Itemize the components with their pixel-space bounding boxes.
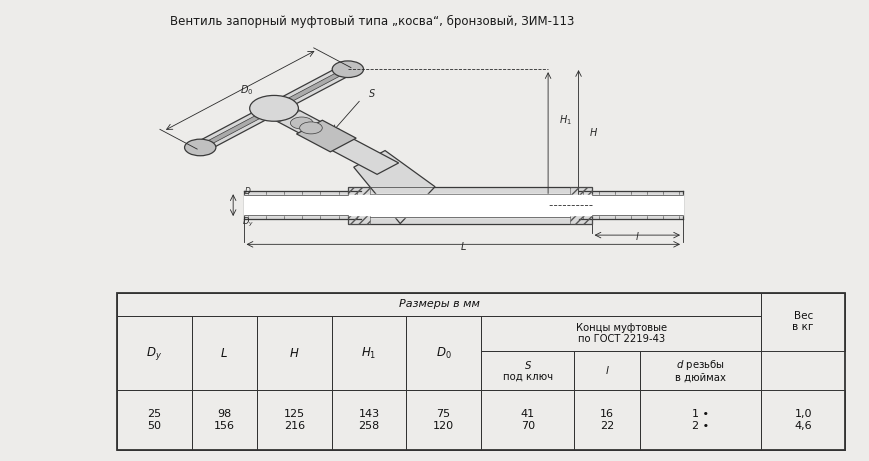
Bar bbox=[406, 316, 481, 390]
Text: $H_1$: $H_1$ bbox=[558, 113, 571, 127]
FancyBboxPatch shape bbox=[348, 187, 591, 224]
Bar bbox=[574, 390, 639, 449]
Text: $S$
под ключ: $S$ под ключ bbox=[502, 359, 552, 382]
Bar bbox=[331, 390, 406, 449]
Bar bbox=[760, 293, 844, 351]
Bar bbox=[569, 187, 591, 224]
Text: 16
22: 16 22 bbox=[600, 409, 614, 431]
Text: $D_y$: $D_y$ bbox=[242, 216, 254, 230]
Text: $H_1$: $H_1$ bbox=[361, 345, 376, 361]
Bar bbox=[639, 390, 760, 449]
Text: 25
50: 25 50 bbox=[147, 409, 161, 431]
Text: Размеры в мм: Размеры в мм bbox=[398, 299, 479, 309]
Circle shape bbox=[332, 61, 363, 77]
Text: $D$: $D$ bbox=[244, 184, 251, 195]
Text: $D_y$: $D_y$ bbox=[146, 344, 162, 361]
Circle shape bbox=[249, 95, 298, 121]
Text: 1 •
2 •: 1 • 2 • bbox=[691, 409, 708, 431]
Text: $L$: $L$ bbox=[460, 240, 466, 252]
Circle shape bbox=[184, 139, 216, 156]
Text: Концы муфтовые
по ГОСТ 2219-43: Концы муфтовые по ГОСТ 2219-43 bbox=[575, 323, 666, 344]
Text: 98
156: 98 156 bbox=[214, 409, 235, 431]
Bar bbox=[406, 390, 481, 449]
Text: $S$: $S$ bbox=[368, 87, 375, 99]
Bar bbox=[191, 316, 256, 390]
Bar bbox=[639, 351, 760, 390]
Bar bbox=[256, 316, 331, 390]
Bar bbox=[256, 390, 331, 449]
Bar bbox=[481, 316, 760, 351]
Text: 75
120: 75 120 bbox=[433, 409, 454, 431]
Bar bbox=[348, 187, 369, 224]
Polygon shape bbox=[202, 70, 346, 147]
Bar bbox=[760, 390, 844, 449]
Polygon shape bbox=[296, 120, 355, 152]
Text: Вес
в кг: Вес в кг bbox=[792, 311, 813, 332]
Text: $H$: $H$ bbox=[289, 347, 299, 360]
Text: $l$: $l$ bbox=[634, 230, 639, 242]
Text: $L$: $L$ bbox=[220, 347, 228, 360]
Bar bbox=[116, 293, 760, 316]
Polygon shape bbox=[263, 103, 398, 174]
Text: 41
70: 41 70 bbox=[520, 409, 534, 431]
Text: 125
216: 125 216 bbox=[283, 409, 304, 431]
Polygon shape bbox=[354, 151, 434, 224]
Text: $H$: $H$ bbox=[588, 126, 597, 138]
Text: Вентиль запорный муфтовый типа „косва“, бронзовый, ЗИМ-113: Вентиль запорный муфтовый типа „косва“, … bbox=[169, 15, 574, 28]
Polygon shape bbox=[193, 65, 355, 151]
Text: $D_0$: $D_0$ bbox=[435, 345, 451, 361]
Bar bbox=[331, 316, 406, 390]
Text: 143
258: 143 258 bbox=[358, 409, 379, 431]
Bar bbox=[574, 351, 639, 390]
Bar bbox=[481, 351, 574, 390]
Circle shape bbox=[299, 122, 322, 134]
Bar bbox=[191, 390, 256, 449]
Circle shape bbox=[290, 117, 313, 129]
Bar bbox=[481, 390, 574, 449]
Text: 1,0
4,6: 1,0 4,6 bbox=[793, 409, 811, 431]
Text: $l$: $l$ bbox=[604, 364, 609, 376]
Text: $d$ резьбы
в дюймах: $d$ резьбы в дюймах bbox=[674, 358, 725, 383]
Bar bbox=[116, 316, 191, 390]
Bar bbox=[116, 390, 191, 449]
Text: $D_0$: $D_0$ bbox=[240, 83, 254, 96]
